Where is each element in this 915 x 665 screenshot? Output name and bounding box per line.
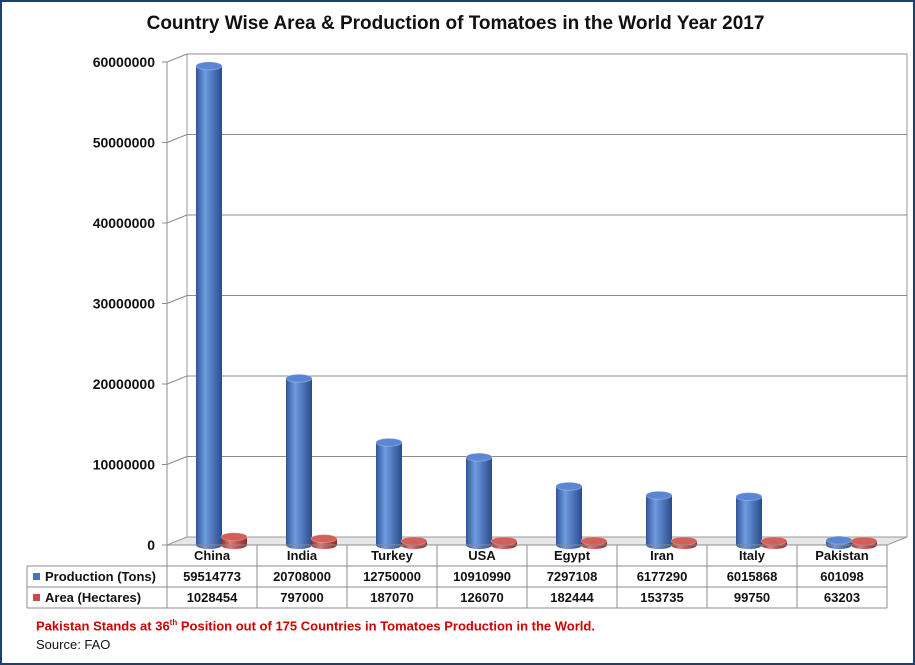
bar-area-italy-cap [760,536,788,546]
bar-production-egypt [555,481,583,549]
data-label: 59514773 [183,569,241,584]
source-note: Source: FAO [36,637,111,652]
y-axis-ticks: 0 10000000 20000000 30000000 40000000 5000000… [93,54,156,553]
bar-area-china-cap [220,532,248,542]
y-tick-label: 60000000 [93,54,156,70]
bar-production-pakistan-cap [825,535,853,545]
data-table: China India Turkey USA Egypt Iran Italy Pakista… [26,544,888,609]
chart-title: Country Wise Area & Production of Tomato… [146,13,765,34]
bar-area-china-body [221,536,247,545]
x-tick-label: Italy [739,548,766,563]
bar-area-usa-cap [490,536,518,546]
footnote-superscript: th [169,618,178,627]
bar-production-china-body [196,65,222,546]
data-label: 126070 [460,590,503,605]
bar-area-usa [490,536,518,549]
gridline-diag [166,456,188,465]
y-tick-label: 40000000 [93,215,156,231]
data-label: 182444 [550,590,594,605]
bar-production-italy-body [736,496,762,545]
bar-area-iran-cap [670,536,698,546]
bar-area-iran [670,536,698,549]
bar-production-india [285,373,313,549]
bar-production-egypt-body [556,486,582,545]
gridline-diag [166,53,188,63]
data-label: 6177290 [637,569,688,584]
gridline-diag [166,134,188,143]
bar-production-iran-cap [645,490,673,500]
gridline-diag [166,295,188,304]
legend-swatch [33,594,40,601]
x-tick-label: Pakistan [815,548,869,563]
data-label: 153735 [640,590,683,605]
bar-production-turkey-cap [375,437,403,447]
bar-production-italy [735,492,763,549]
bar-area-india-cap [310,534,338,544]
y-tick-label: 10000000 [93,457,156,473]
data-label: 7297108 [547,569,598,584]
bar-production-turkey [375,437,403,549]
bar-production-usa [465,452,493,549]
y-tick-label: 0 [147,537,155,553]
grid-layer [162,53,908,546]
bars-layer [195,61,878,549]
legend-label: Production (Tons) [45,569,156,584]
floor [166,536,908,546]
legend-label: Area (Hectares) [45,590,141,605]
bar-production-india-body [286,378,312,545]
data-label: 601098 [820,569,863,584]
bar-production-italy-cap [735,492,763,502]
y-tick-label: 30000000 [93,296,156,312]
data-label: 6015868 [727,569,778,584]
y-tick-label: 50000000 [93,135,156,151]
data-label: 20708000 [273,569,331,584]
bar-production-egypt-cap [555,481,583,491]
data-label: 187070 [370,590,413,605]
x-tick-label: China [194,548,231,563]
bar-production-turkey-body [376,442,402,545]
bar-production-usa-cap [465,452,493,462]
footnote: Pakistan Stands at 36th Position out of … [36,618,595,633]
bar-production-usa-body [466,457,492,545]
bar-area-india [310,534,338,549]
data-label: 12750000 [363,569,421,584]
bar-production-india-cap [285,373,313,383]
bar-area-china [220,532,248,549]
bar-area-turkey [400,536,428,549]
x-tick-label: India [287,548,318,563]
data-label: 10910990 [453,569,511,584]
bar-production-iran-body [646,495,672,545]
bar-area-pakistan-cap [850,536,878,546]
y-tick-label: 20000000 [93,376,156,392]
x-tick-label: Iran [650,548,674,563]
data-label: 1028454 [187,590,238,605]
data-label: 99750 [734,590,770,605]
bar-area-egypt-cap [580,536,608,546]
footnote-text-2: Position out of 175 Countries in Tomatoe… [177,618,595,634]
data-label: 63203 [824,590,860,605]
gridline-diag [166,214,188,224]
data-label: 797000 [280,590,323,605]
x-tick-label: USA [468,548,496,563]
x-tick-label: Egypt [554,548,591,563]
bar-production-china [195,61,223,549]
bar-area-turkey-cap [400,536,428,546]
gridline-diag [166,375,188,385]
x-tick-label: Turkey [371,548,413,563]
bar-production-iran [645,490,673,549]
legend-swatch [33,573,40,580]
footnote-text-1: Pakistan Stands at 36 [36,618,170,634]
bar-production-china-cap [195,61,223,71]
